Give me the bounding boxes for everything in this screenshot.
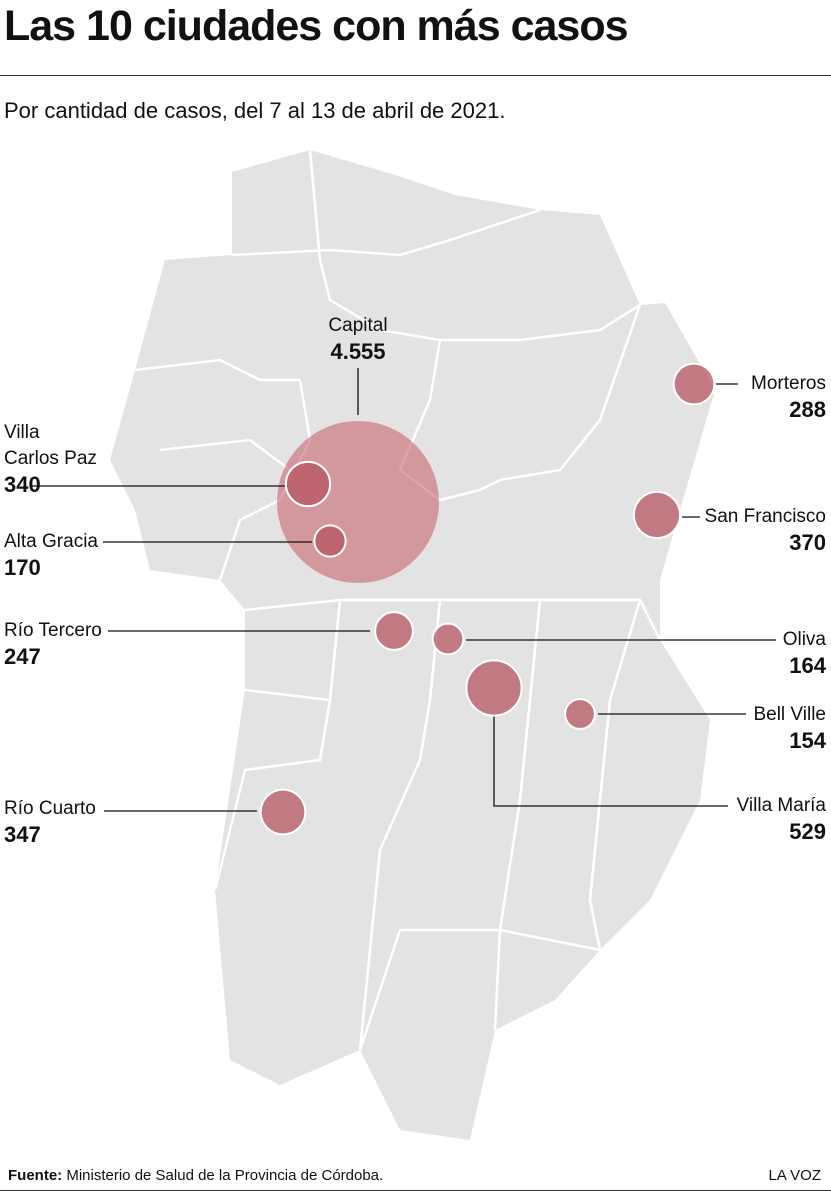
- bubble: [632, 490, 682, 540]
- bubble: [259, 788, 307, 836]
- bubble: [431, 622, 465, 656]
- city-name: Río Cuarto: [4, 798, 96, 819]
- bubble: [564, 698, 596, 730]
- province: [110, 150, 715, 1140]
- city-value: 340: [4, 472, 41, 497]
- footer-source: Fuente: Ministerio de Salud de la Provin…: [8, 1167, 383, 1184]
- bubble: [465, 659, 523, 717]
- city-label: Río Cuarto 347: [4, 796, 96, 848]
- source-label: Fuente:: [8, 1167, 63, 1184]
- city-name: Oliva: [782, 629, 826, 650]
- city-name: Capital: [328, 315, 388, 336]
- city-label: Oliva 164: [783, 627, 826, 679]
- city-name: San Francisco: [704, 506, 826, 527]
- subtitle: Por cantidad de casos, del 7 al 13 de ab…: [4, 98, 506, 123]
- bubble: [672, 362, 716, 406]
- city-label: Villa María 529: [737, 793, 826, 845]
- rule: [0, 75, 831, 76]
- bubble: [284, 460, 332, 508]
- city-name: Morteros: [751, 373, 826, 394]
- city-label: Río Tercero 247: [4, 618, 102, 670]
- city-name: Villa Carlos Paz: [4, 422, 97, 469]
- city-name: Bell Ville: [753, 704, 826, 725]
- city-value: 529: [789, 819, 826, 844]
- source: Ministerio de Salud de la Provincia de C…: [66, 1167, 384, 1184]
- city-value: 170: [4, 555, 41, 580]
- title: Las 10 ciudades con más casos: [4, 2, 628, 50]
- city-value: 4.555: [330, 339, 386, 364]
- city-label: Alta Gracia 170: [4, 529, 98, 581]
- city-value: 288: [789, 397, 826, 422]
- city-value: 247: [4, 644, 41, 669]
- city-label: San Francisco 370: [705, 504, 826, 556]
- city-name: Río Tercero: [4, 620, 102, 641]
- city-value: 164: [789, 653, 826, 678]
- city-name: Alta Gracia: [4, 531, 98, 552]
- city-label: Villa Carlos Paz 340: [4, 420, 99, 498]
- city-label: Morteros 288: [751, 371, 826, 423]
- city-value: 370: [789, 530, 826, 555]
- city-value: 154: [789, 728, 826, 753]
- city-label: Bell Ville 154: [753, 702, 826, 754]
- city-name: Villa María: [736, 795, 826, 816]
- brand: LA VOZ: [768, 1167, 821, 1184]
- departments: [134, 149, 662, 1051]
- city-label: Capital 4.555: [328, 313, 387, 365]
- city-value: 347: [4, 822, 41, 847]
- leader-line: [493, 716, 728, 807]
- bubble: [374, 611, 414, 651]
- rule: [0, 1190, 831, 1191]
- bubble: [313, 524, 347, 558]
